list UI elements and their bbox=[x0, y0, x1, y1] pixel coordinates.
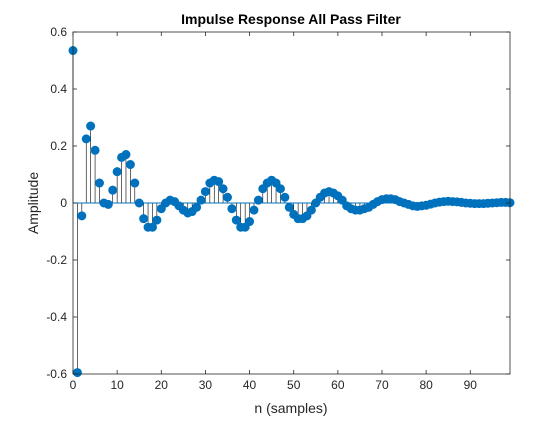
stem-marker bbox=[130, 178, 140, 188]
stem-marker bbox=[227, 204, 237, 214]
stem-marker bbox=[94, 178, 104, 188]
stem-marker bbox=[90, 145, 100, 155]
x-tick-label: 50 bbox=[287, 378, 301, 392]
x-tick-label: 10 bbox=[110, 378, 124, 392]
stem-marker bbox=[192, 202, 202, 212]
x-tick-label: 30 bbox=[199, 378, 213, 392]
stem-marker bbox=[77, 211, 87, 221]
stem-marker bbox=[152, 215, 162, 225]
x-tick-label: 80 bbox=[419, 378, 433, 392]
stem-marker bbox=[147, 222, 157, 232]
stem-marker bbox=[200, 187, 210, 197]
y-tick-label: 0.6 bbox=[50, 25, 67, 39]
stem-marker bbox=[214, 177, 224, 187]
stem-marker bbox=[280, 192, 290, 202]
y-axis-label: Amplitude bbox=[25, 172, 41, 234]
x-axis-label: n (samples) bbox=[254, 400, 327, 416]
stem-marker bbox=[81, 134, 91, 144]
stem-marker bbox=[275, 184, 285, 194]
stem-marker bbox=[196, 195, 206, 205]
stem-marker bbox=[86, 121, 96, 131]
y-tick-label: 0.4 bbox=[50, 82, 67, 96]
x-tick-label: 60 bbox=[331, 378, 345, 392]
stem-marker bbox=[245, 217, 255, 227]
y-tick-label: 0 bbox=[60, 196, 67, 210]
y-tick-label: 0.2 bbox=[50, 139, 67, 153]
x-tick-label: 70 bbox=[375, 378, 389, 392]
stem-markers bbox=[68, 46, 515, 378]
y-tick-label: -0.2 bbox=[46, 253, 67, 267]
chart-title: Impulse Response All Pass Filter bbox=[181, 11, 401, 27]
x-tick-label: 0 bbox=[70, 378, 77, 392]
stem-marker bbox=[103, 199, 113, 209]
x-tick-label: 90 bbox=[464, 378, 478, 392]
axes-box bbox=[72, 31, 511, 375]
stem-marker bbox=[121, 150, 131, 160]
x-tick-label: 40 bbox=[243, 378, 257, 392]
y-tick-label: -0.6 bbox=[46, 367, 67, 381]
x-tick-label: 20 bbox=[155, 378, 169, 392]
stem-marker bbox=[222, 192, 232, 202]
y-tick-label: -0.4 bbox=[46, 310, 67, 324]
stem-marker bbox=[218, 184, 228, 194]
stem-marker bbox=[284, 202, 294, 212]
axis-ticks: 0 10 20 30 40 50 60 70 80 90 -0.6 -0.4 -0.2 0 0.2 0.4 0.… bbox=[46, 25, 510, 392]
stem-marker bbox=[134, 198, 144, 208]
stem-marker bbox=[249, 205, 259, 215]
stem-marker bbox=[139, 214, 149, 224]
stem-marker bbox=[306, 205, 316, 215]
stem-marker bbox=[125, 160, 135, 170]
stem-marker bbox=[231, 215, 241, 225]
stem-marker bbox=[253, 195, 263, 205]
stem-marker bbox=[108, 185, 118, 195]
stem-marker bbox=[72, 368, 82, 378]
stem-marker bbox=[112, 167, 122, 177]
